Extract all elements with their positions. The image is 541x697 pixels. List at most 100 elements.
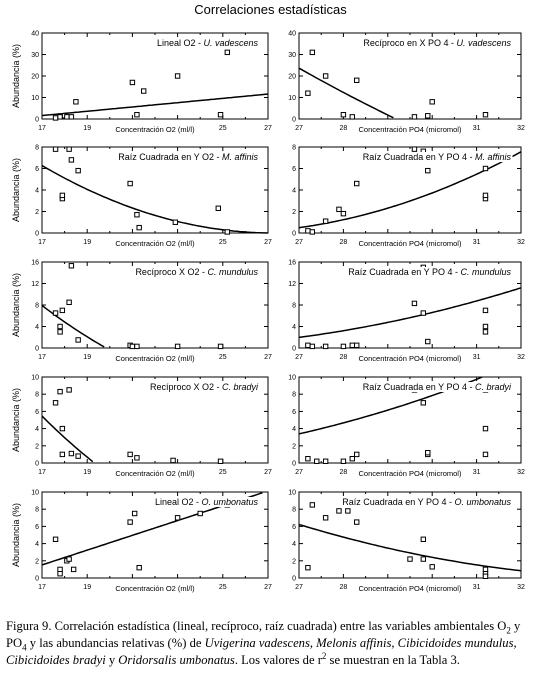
panel-title-species: M. affinis <box>222 152 259 162</box>
y-tick-label: 0 <box>292 346 296 353</box>
y-tick-label: 6 <box>292 166 296 173</box>
panel-title: Raíz Cuadrada en Y PO 4 - C. bradyi <box>363 382 512 392</box>
data-point <box>309 229 316 235</box>
data-point <box>411 146 418 152</box>
x-axis-label-bg <box>113 125 198 134</box>
data-point <box>134 112 140 118</box>
y-tick-label: 0 <box>35 461 39 468</box>
x-tick-label: 25 <box>219 469 227 476</box>
data-point <box>217 112 224 118</box>
y-tick-label: 0 <box>292 231 296 238</box>
data-point <box>305 564 311 571</box>
caption-text-5: . Los valores de r <box>234 653 322 667</box>
chart-grid: 171921232527010203040Lineal O2 - U. vade… <box>11 31 525 593</box>
x-axis-label: Concentración PO4 (micromol) <box>359 584 462 593</box>
data-point <box>57 323 63 330</box>
data-point <box>482 451 489 458</box>
caption-lead: Figura 9. <box>6 619 52 633</box>
panel-title-text: Raíz Cuadrada en Y PO 4 - <box>363 152 475 162</box>
y-tick-label: 6 <box>35 524 39 531</box>
data-point <box>309 343 316 350</box>
data-point <box>73 99 79 105</box>
data-point <box>59 192 66 199</box>
y-tick-label: 10 <box>31 95 39 102</box>
y-tick-label: 4 <box>35 188 39 195</box>
data-point <box>57 329 63 335</box>
x-tick-label: 27 <box>264 239 272 246</box>
x-axis-label: Concentración PO4 (micromol) <box>359 469 462 478</box>
figure-title: Correlaciones estadísticas <box>194 2 347 17</box>
panel-title: Raíz Cuadrada en Y PO 4 - C. mundulus <box>348 267 511 277</box>
y-tick-label: 20 <box>31 74 39 81</box>
data-point <box>420 556 427 562</box>
data-point <box>354 451 360 458</box>
y-tick-label: 0 <box>35 117 39 124</box>
y-axis-label: Abundancia (%) <box>11 388 21 452</box>
caption-text-2: y PO <box>6 619 521 650</box>
data-point <box>340 343 347 350</box>
y-tick-label: 6 <box>292 524 296 531</box>
y-tick-label: 8 <box>292 303 296 310</box>
panel-title-text: Recíproco X O2 - <box>150 382 222 392</box>
caption-text-4: y <box>105 653 119 667</box>
data-point <box>134 455 140 461</box>
x-tick-label: 27 <box>264 584 272 591</box>
data-point <box>482 329 489 335</box>
data-point <box>322 458 329 464</box>
data-point <box>425 338 431 345</box>
x-tick-label: 28 <box>340 125 348 132</box>
data-point <box>429 564 435 570</box>
data-point <box>170 457 176 464</box>
fit-curve <box>298 523 522 572</box>
panel-title-species: C. bradyi <box>475 382 512 392</box>
x-tick-label: 27 <box>264 469 272 476</box>
y-tick-label: 8 <box>292 392 296 399</box>
y-tick-label: 4 <box>35 541 39 548</box>
panel-title-bg <box>347 267 513 277</box>
y-axis-label: Abundancia (%) <box>11 273 21 337</box>
y-tick-label: 10 <box>31 490 39 497</box>
y-tick-label: 40 <box>31 31 39 38</box>
x-axis-label-bg <box>356 469 464 478</box>
data-point <box>64 114 70 120</box>
data-point <box>224 49 231 56</box>
x-axis-label-bg <box>113 239 198 248</box>
chart-panel: 171921232527010203040Lineal O2 - U. vade… <box>11 31 272 134</box>
y-tick-label: 6 <box>292 409 296 416</box>
data-point <box>336 206 342 213</box>
x-axis-label-bg <box>356 584 464 593</box>
x-tick-label: 28 <box>340 584 348 591</box>
panel-title-bg <box>117 152 260 162</box>
data-point <box>420 400 427 406</box>
data-point <box>305 90 311 96</box>
x-tick-label: 27 <box>295 239 303 246</box>
data-point <box>349 114 355 120</box>
x-tick-label: 27 <box>264 125 272 132</box>
y-tick-label: 8 <box>35 145 39 152</box>
data-point <box>482 323 489 330</box>
data-point <box>429 99 435 105</box>
x-axis-label-bg <box>356 239 464 248</box>
y-tick-label: 10 <box>31 375 39 382</box>
panel-title: Raíz Cuadrada en Y PO 4 - M. affinis <box>363 152 512 162</box>
data-point <box>354 519 360 525</box>
panel-title: Lineal O2 - O. umbonatus <box>155 497 259 507</box>
x-axis-label-bg <box>113 354 198 363</box>
panel-title-bg <box>361 382 513 392</box>
x-tick-label: 28 <box>340 354 348 361</box>
x-tick-label: 19 <box>83 239 91 246</box>
x-tick-label: 31 <box>473 469 481 476</box>
x-tick-label: 17 <box>38 469 46 476</box>
y-axis-label: Abundancia (%) <box>11 158 21 222</box>
data-point <box>217 343 224 350</box>
y-tick-label: 4 <box>292 188 296 195</box>
data-point <box>217 458 224 464</box>
data-point <box>425 167 431 174</box>
x-tick-label: 17 <box>38 584 46 591</box>
x-axis-label-bg <box>113 469 198 478</box>
panel-title-bg <box>362 38 513 48</box>
data-point <box>68 450 75 457</box>
data-point <box>340 112 347 118</box>
panel-title-species: C. mundulus <box>460 267 511 277</box>
panel-title: Recíproco X O2 - C. bradyi <box>150 382 259 392</box>
